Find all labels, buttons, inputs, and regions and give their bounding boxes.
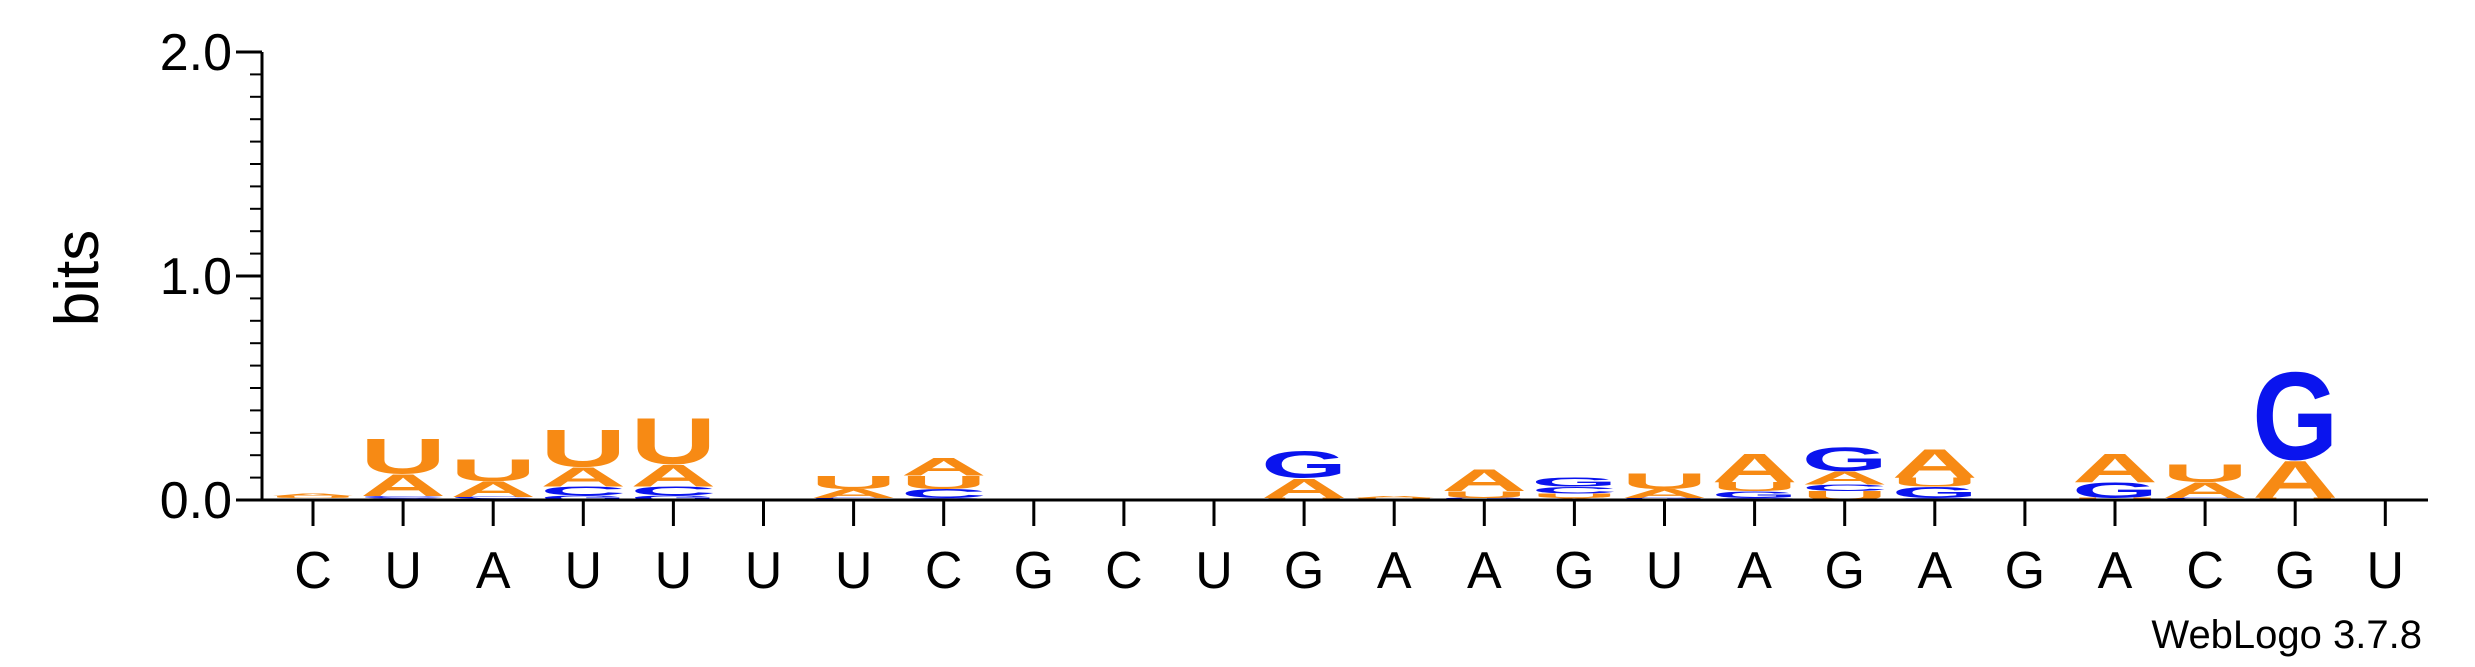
- x-tick-label: G: [1014, 542, 1054, 600]
- x-tick-label: A: [1377, 542, 1412, 600]
- logo-letter-U: U: [630, 405, 716, 478]
- logo-letter-A: A: [1892, 441, 1978, 487]
- logo-letter-U: U: [1531, 492, 1617, 499]
- logo-letter-G: G: [2072, 478, 2158, 502]
- x-tick-label: C: [2186, 542, 2224, 600]
- x-tick-label: U: [565, 542, 603, 600]
- x-tick-label: A: [2098, 542, 2133, 600]
- y-tick-label: 1.0: [160, 248, 232, 306]
- x-tick-label: G: [1824, 542, 1864, 600]
- logo-letter-U: U: [2072, 497, 2158, 499]
- logo-letter-C: C: [1531, 485, 1617, 495]
- x-tick-label: U: [1195, 542, 1233, 600]
- logo-letter-G: G: [1441, 497, 1527, 499]
- logo-letter-C: C: [1802, 483, 1888, 493]
- logo-letter-U: U: [450, 453, 536, 488]
- logo-letter-C: C: [630, 484, 716, 498]
- logo-letter-A: A: [1712, 445, 1798, 491]
- logo-letter-G: G: [1622, 497, 1708, 499]
- x-tick-label: U: [835, 542, 873, 600]
- logo-letter-stacks: CGUAGCAUGCAUGCAUGCAUGCAUGCUAACUAGCGUACGU…: [270, 347, 2428, 509]
- logo-letter-C: C: [901, 486, 987, 500]
- logo-letter-A: A: [2072, 445, 2158, 491]
- logo-letter-U: U: [901, 472, 987, 493]
- logo-letter-G: G: [540, 494, 626, 501]
- x-tick-label: C: [294, 542, 332, 600]
- x-tick-label: A: [1467, 542, 1502, 600]
- logo-letter-A: A: [901, 453, 987, 481]
- logo-letter-A: A: [1802, 468, 1888, 489]
- logo-letter-G: G: [630, 494, 716, 501]
- x-tick-label: U: [384, 542, 422, 600]
- logo-letter-U: U: [811, 472, 897, 493]
- logo-letter-A: A: [811, 486, 897, 500]
- x-tick-label: U: [1646, 542, 1684, 600]
- logo-letter-U: U: [1712, 480, 1798, 494]
- logo-letter-A: A: [1622, 486, 1708, 500]
- logo-letter-A: A: [540, 462, 626, 493]
- y-tick-label: 2.0: [160, 24, 232, 82]
- y-axis-ticks: 0.0 1.0 2.0: [160, 24, 262, 530]
- y-axis-label: bits: [43, 230, 112, 326]
- logo-letter-C: C: [360, 495, 446, 498]
- x-tick-label: U: [2367, 542, 2405, 600]
- logo-letter-A: A: [450, 477, 536, 502]
- logo-letter-U: U: [1441, 489, 1527, 499]
- x-tick-label: G: [2005, 542, 2045, 600]
- x-tick-label: G: [1554, 542, 1594, 600]
- x-tick-label: A: [1917, 542, 1952, 600]
- logo-letter-U: U: [1892, 475, 1978, 489]
- logo-letter-A: A: [1441, 463, 1527, 498]
- logo-letter-U: U: [2252, 497, 2338, 499]
- logo-letter-A: A: [1351, 495, 1437, 498]
- x-tick-label: G: [1284, 542, 1324, 600]
- x-tick-label: C: [1105, 542, 1143, 600]
- logo-letter-U: U: [270, 495, 356, 498]
- logo-letter-C: C: [811, 497, 897, 499]
- x-tick-label: A: [476, 542, 511, 600]
- x-tick-label: A: [1737, 542, 1772, 600]
- logo-letter-G: G: [1802, 440, 1888, 478]
- logo-letter-U: U: [1261, 497, 1347, 499]
- logo-letter-G: G: [2252, 347, 2338, 487]
- logo-letter-G: G: [1712, 489, 1798, 500]
- logo-letter-U: U: [1622, 469, 1708, 494]
- x-tick-label: G: [2275, 542, 2315, 600]
- logo-letter-G: G: [1261, 444, 1347, 486]
- logo-letter-U: U: [360, 429, 446, 485]
- logo-letter-A: A: [630, 459, 716, 494]
- weblogo-credit: WebLogo 3.7.8: [2151, 613, 2422, 657]
- logo-letter-G: G: [1892, 484, 1978, 501]
- logo-letter-U: U: [1351, 497, 1437, 499]
- logo-letter-A: A: [360, 468, 446, 503]
- y-tick-label: 0.0: [160, 472, 232, 530]
- logo-letter-C: C: [2162, 497, 2248, 499]
- x-tick-label: U: [745, 542, 783, 600]
- logo-letter-A: A: [270, 493, 356, 497]
- logo-letter-C: C: [450, 496, 536, 499]
- logo-letter-U: U: [540, 419, 626, 478]
- x-tick-label: U: [655, 542, 693, 600]
- logo-letter-G: G: [1531, 475, 1617, 489]
- logo-letter-C: C: [540, 484, 626, 498]
- logo-letter-U: U: [2162, 460, 2248, 488]
- x-tick-label: C: [925, 542, 963, 600]
